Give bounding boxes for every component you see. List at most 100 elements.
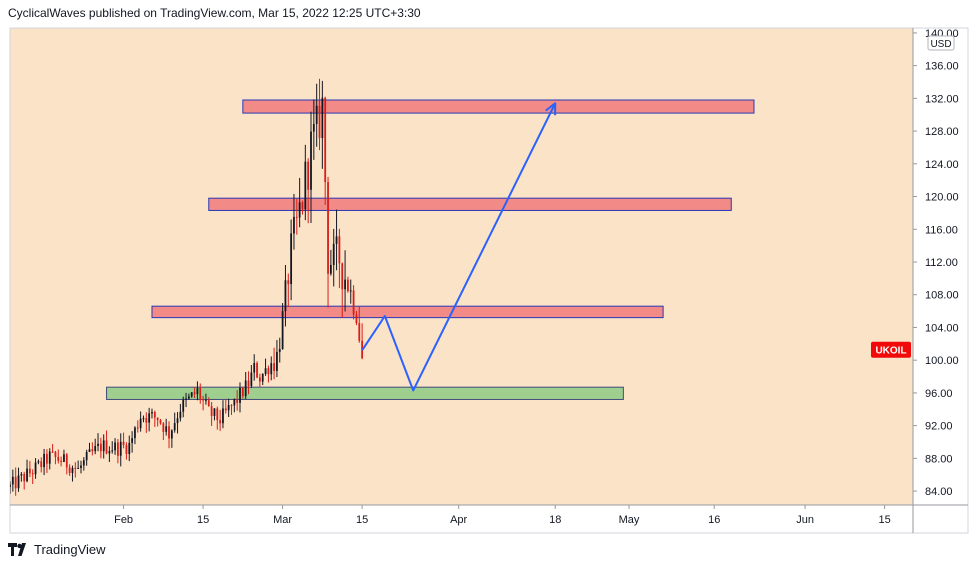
candle-body	[142, 418, 145, 420]
candle-body	[108, 451, 111, 454]
candle-body	[341, 263, 344, 290]
x-tick-label: Feb	[114, 514, 133, 526]
candle-body	[128, 442, 131, 454]
resistance-zone	[151, 305, 664, 319]
candle-body	[247, 380, 250, 386]
candle-body	[48, 451, 51, 464]
candle-body	[298, 202, 301, 218]
candle-body	[207, 400, 210, 407]
candle-body	[14, 476, 17, 489]
x-tick-label: 15	[878, 514, 890, 526]
candle-body	[236, 398, 239, 403]
candle-body	[293, 216, 295, 234]
tradingview-logo-icon	[8, 542, 26, 556]
candle-body	[40, 461, 43, 468]
candle-body	[196, 388, 199, 395]
candle-body	[134, 427, 136, 439]
y-tick-label: 88.00	[925, 453, 953, 465]
candle-body	[34, 462, 37, 475]
y-tick-label: 100.00	[925, 355, 959, 367]
candle-body	[287, 280, 290, 285]
candle-body	[153, 411, 156, 418]
candle-body	[162, 423, 165, 432]
candle-body	[335, 236, 338, 244]
candle-body	[65, 454, 68, 468]
candle-body	[355, 314, 358, 324]
candle-body	[310, 131, 312, 190]
candle-body	[253, 362, 256, 373]
candle-body	[324, 97, 327, 183]
candle-body	[28, 468, 31, 474]
x-tick-label: May	[619, 514, 640, 526]
x-tick-label: Mar	[273, 514, 292, 526]
candle-body	[315, 105, 318, 124]
candle-body	[179, 411, 182, 419]
candle-body	[241, 387, 244, 397]
candle-body	[284, 280, 287, 312]
candle-body	[151, 411, 153, 414]
candles	[10, 78, 364, 496]
currency-text: USD	[930, 39, 951, 50]
candle-body	[148, 413, 151, 423]
candle-body	[159, 419, 162, 424]
candle-body	[94, 446, 97, 452]
candle-body	[125, 445, 128, 454]
candle-body	[264, 368, 267, 374]
y-tick-label: 124.00	[925, 159, 959, 171]
y-tick-label: 84.00	[925, 486, 953, 498]
candle-body	[202, 399, 204, 401]
candle-body	[31, 473, 34, 475]
candle-body	[119, 441, 122, 456]
candle-body	[190, 392, 193, 397]
y-tick-label: 96.00	[925, 388, 953, 400]
publisher-name[interactable]: CyclicalWaves	[8, 6, 86, 20]
candle-body	[358, 323, 361, 341]
candle-body	[185, 398, 187, 400]
candle-body	[349, 290, 352, 292]
candle-body	[199, 388, 202, 400]
candle-body	[182, 399, 185, 412]
candle-body	[281, 311, 284, 349]
candle-body	[131, 438, 134, 443]
projection-arrow-head	[545, 102, 557, 116]
candle-body	[20, 474, 23, 476]
y-tick-label: 128.00	[925, 126, 959, 138]
y-tick-label: 120.00	[925, 192, 959, 204]
candle-body	[111, 450, 114, 452]
candle-body	[312, 123, 315, 132]
candle-body	[105, 440, 108, 454]
candle-body	[54, 451, 57, 457]
candle-body	[210, 406, 213, 416]
candle-body	[117, 442, 119, 456]
x-tick-label: 15	[356, 514, 368, 526]
published-text: published on	[88, 6, 157, 20]
candle-body	[97, 443, 99, 447]
candle-body	[332, 243, 335, 266]
candle-body	[267, 368, 270, 375]
candle-body	[17, 475, 20, 489]
chart-border	[9, 27, 969, 534]
candle-body	[74, 467, 77, 469]
candle-body	[63, 454, 65, 462]
candle-body	[82, 460, 85, 466]
candle-body	[136, 427, 139, 429]
candle-body	[327, 182, 329, 274]
candle-body	[102, 440, 105, 452]
plot-area	[10, 78, 755, 496]
candle-body	[23, 474, 26, 482]
candle-body	[91, 449, 94, 452]
y-tick-label: 108.00	[925, 290, 959, 302]
candle-body	[11, 476, 14, 485]
candle-body	[80, 465, 82, 468]
candle-body	[60, 460, 63, 462]
site-name[interactable]: TradingView.com,	[160, 6, 255, 20]
candle-body	[276, 351, 278, 371]
footer-brand[interactable]: TradingView	[8, 542, 106, 557]
candle-body	[256, 362, 258, 378]
candle-body	[227, 405, 230, 411]
candle-body	[233, 398, 236, 406]
candle-body	[99, 443, 102, 452]
candle-body	[244, 380, 247, 397]
candle-body	[88, 449, 91, 452]
